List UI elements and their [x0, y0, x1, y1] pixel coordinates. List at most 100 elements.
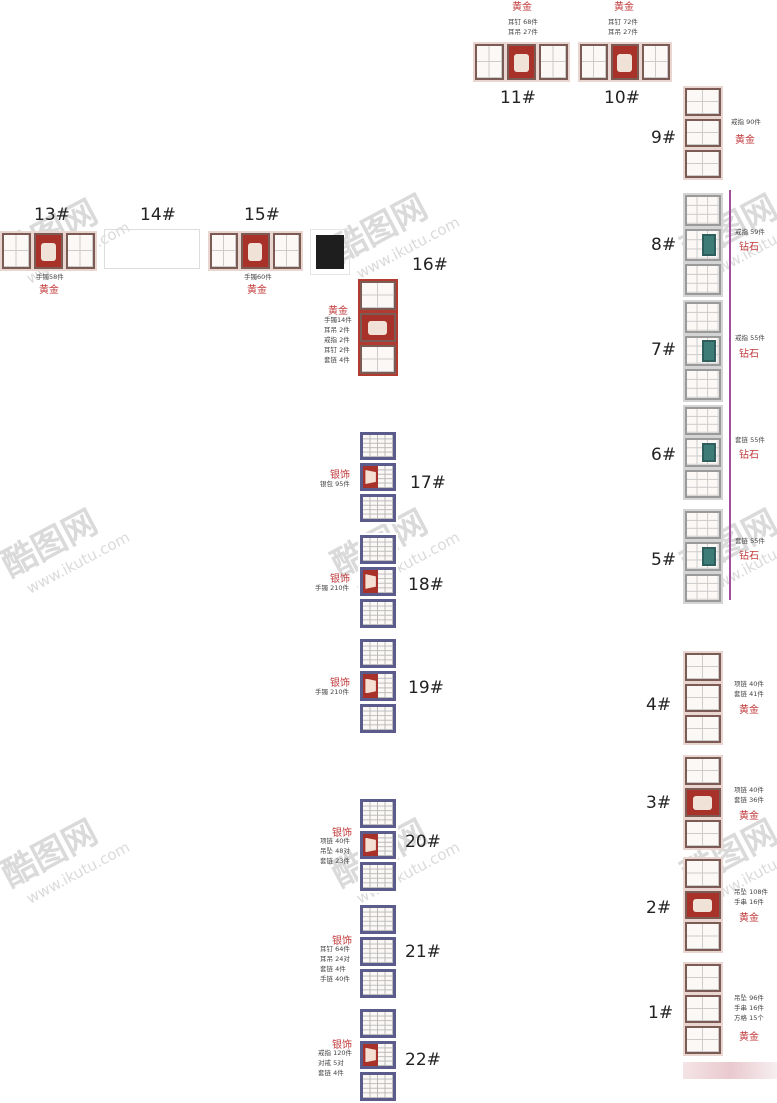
item-list: 戒指 55件 [735, 334, 765, 342]
side-display-panel [685, 302, 721, 333]
side-display-panel [2, 233, 31, 269]
display-case-13[interactable] [0, 231, 97, 271]
display-case-7[interactable] [683, 300, 723, 402]
display-case-4[interactable] [683, 651, 723, 745]
center-display-panel [685, 684, 721, 712]
item-list: 套链 55件 [735, 537, 765, 545]
case-number: 9# [651, 128, 677, 148]
side-display-panel [539, 44, 568, 80]
center-display-panel [34, 233, 63, 269]
category-label: 银饰 [330, 678, 350, 689]
category-label: 银饰 [332, 828, 352, 839]
side-display-panel [685, 195, 721, 227]
side-display-panel [685, 964, 721, 992]
display-case-3[interactable] [683, 755, 723, 850]
side-display-panel [210, 233, 239, 269]
display-case-18[interactable] [358, 533, 398, 630]
side-display-panel [685, 757, 721, 786]
case-number: 3# [646, 793, 672, 813]
side-display-panel [360, 432, 396, 460]
empty-case-14[interactable] [104, 229, 200, 269]
side-display-panel [685, 263, 721, 295]
center-display-panel [360, 463, 396, 491]
item-list: 套链 55件 [735, 436, 765, 444]
side-display-panel [360, 345, 396, 374]
case-number: 19# [408, 678, 444, 698]
display-case-5[interactable] [683, 509, 723, 604]
side-display-panel [360, 905, 396, 934]
case-number: 13# [34, 205, 70, 225]
center-display-panel [685, 995, 721, 1023]
category-label: 银饰 [332, 936, 352, 947]
side-display-panel [685, 88, 721, 116]
item-list: 吊坠 96件 手串 16件 方格 15个 [734, 994, 764, 1022]
side-display-panel [685, 407, 721, 436]
side-display-panel [685, 653, 721, 681]
category-label: 黄金 [614, 2, 634, 13]
display-case-1[interactable] [683, 962, 723, 1056]
item-list: 项链 40件 套链 36件 [734, 786, 764, 804]
item-list: 手镯 210件 [315, 584, 349, 592]
side-display-panel [685, 1026, 721, 1054]
case-number: 11# [500, 88, 536, 108]
item-list: 手镯14件 耳吊 2件 戒指 2件 耳钉 2件 套链 4件 [324, 316, 352, 364]
side-display-panel [580, 44, 608, 80]
center-display-panel [507, 44, 536, 80]
center-display-panel [611, 44, 639, 80]
center-display-panel [360, 671, 396, 701]
center-display-panel [685, 119, 721, 147]
side-display-panel [685, 369, 721, 401]
display-case-2[interactable] [683, 857, 723, 953]
item-list: 吊坠 108件 手串 16件 [734, 888, 768, 906]
case-number: 8# [651, 235, 677, 255]
side-display-panel [360, 703, 396, 733]
item-list: 项链 40件 吊坠 48对 套链 23件 [320, 837, 350, 865]
item-list: 戒指 59件 [735, 228, 765, 236]
display-case-15[interactable] [208, 231, 303, 271]
case-number: 20# [405, 832, 441, 852]
side-display-panel [360, 799, 396, 828]
display-case-6[interactable] [683, 405, 723, 500]
display-case-21[interactable] [358, 903, 398, 1000]
case-number: 18# [408, 575, 444, 595]
center-display-panel [685, 335, 721, 367]
category-label: 钻石 [739, 349, 759, 360]
side-display-panel [685, 150, 721, 178]
side-display-panel [360, 862, 396, 892]
item-list: 耳钉 68件 耳吊 27件 [508, 18, 538, 36]
category-label: 黄金 [739, 1032, 759, 1043]
display-case-16[interactable] [358, 279, 398, 376]
item-list: 手镯 210件 [315, 688, 349, 696]
case-number: 22# [405, 1050, 441, 1070]
side-display-panel [272, 233, 301, 269]
display-case-19[interactable] [358, 637, 398, 735]
case-number: 16# [412, 255, 448, 275]
side-display-panel [66, 233, 95, 269]
side-display-panel [360, 281, 396, 310]
display-case-11[interactable] [473, 42, 570, 82]
category-label: 黄金 [739, 913, 759, 924]
item-list: 手镯58件 [36, 273, 64, 281]
display-case-17[interactable] [358, 430, 398, 524]
display-case-9[interactable] [683, 86, 723, 180]
case-number: 17# [410, 473, 446, 493]
display-case-22[interactable] [358, 1007, 398, 1103]
category-label: 黄金 [247, 285, 267, 296]
center-display-panel [685, 788, 721, 817]
category-label: 黄金 [39, 285, 59, 296]
side-display-panel [685, 819, 721, 848]
case-number: 15# [244, 205, 280, 225]
side-display-panel [685, 573, 721, 602]
side-display-panel [360, 535, 396, 564]
display-case-8[interactable] [683, 193, 723, 297]
side-display-panel [685, 511, 721, 540]
side-display-panel [685, 715, 721, 743]
display-case-10[interactable] [578, 42, 672, 82]
display-case-20[interactable] [358, 797, 398, 893]
item-list: 戒指 120件 对戒 5对 套链 4件 [318, 1049, 352, 1077]
side-display-panel [685, 922, 721, 952]
case-number: 14# [140, 205, 176, 225]
side-display-panel [360, 639, 396, 669]
center-display-panel [360, 830, 396, 860]
